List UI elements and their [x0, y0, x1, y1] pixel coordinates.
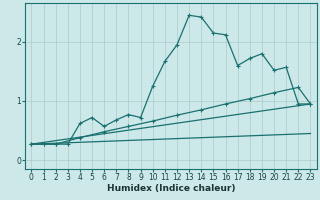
X-axis label: Humidex (Indice chaleur): Humidex (Indice chaleur)	[107, 184, 235, 193]
